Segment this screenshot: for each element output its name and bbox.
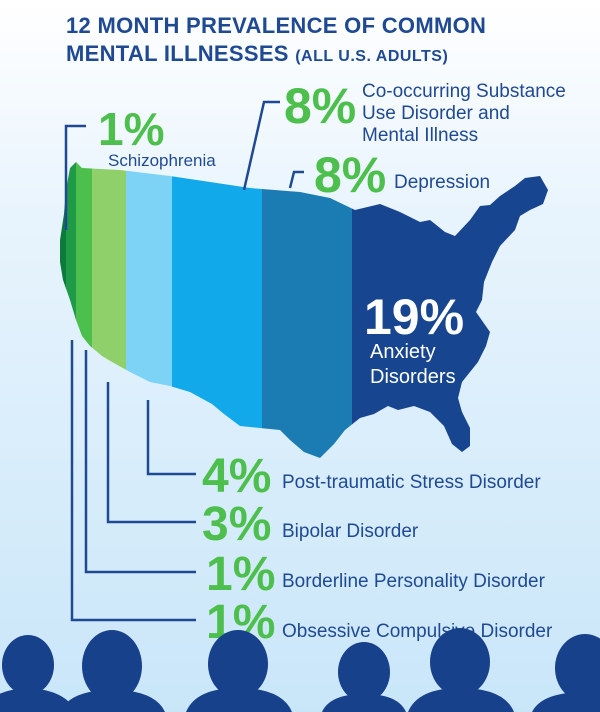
leader-ocd	[70, 340, 196, 622]
anxiety-label-line-2: Disorders	[370, 366, 456, 388]
anxiety-label-line-1: Anxiety	[370, 341, 436, 363]
bipolar-label: Bipolar Disorder	[282, 521, 419, 542]
band-bipolar	[76, 162, 92, 458]
ptsd-percent: 4%	[202, 450, 271, 503]
title-line-2: MENTAL ILLNESSES	[66, 41, 289, 66]
leader-ptsd	[146, 400, 196, 476]
leader-lines	[64, 100, 304, 622]
title-subtitle: (ALL U.S. ADULTS)	[295, 48, 449, 65]
depression-percent: 8%	[314, 147, 386, 203]
leader-co-occurring	[242, 100, 280, 191]
ptsd-label: Post-traumatic Stress Disorder	[282, 472, 541, 493]
borderline-percent: 1%	[206, 548, 275, 601]
co-occurring-percent: 8%	[284, 78, 356, 134]
co-occurring-label-line-3: Mental Illness	[362, 125, 478, 146]
borderline-label: Borderline Personality Disorder	[282, 571, 546, 592]
us-map-bands	[60, 162, 548, 458]
anxiety-percent: 19%	[364, 289, 464, 345]
bipolar-percent: 3%	[202, 498, 271, 551]
co-occurring-label-line-1: Co-occurring Substance	[362, 81, 566, 102]
leader-depression	[288, 170, 304, 189]
leader-schizophrenia	[64, 124, 86, 230]
leader-bipolar	[106, 382, 196, 524]
leader-borderline	[84, 350, 196, 574]
ocd-label: Obsessive Compulsive Disorder	[282, 621, 553, 642]
title-line-1: 12 MONTH PREVALENCE OF COMMON	[66, 13, 487, 38]
depression-label: Depression	[394, 172, 490, 193]
band-co-occurring	[172, 162, 262, 458]
audience-silhouettes	[0, 628, 600, 712]
schizophrenia-label: Schizophrenia	[108, 151, 216, 170]
schizophrenia-percent: 1%	[98, 103, 164, 155]
co-occurring-label-line-2: Use Disorder and	[362, 103, 510, 124]
band-depression	[262, 162, 352, 458]
band-obsessive-compulsive	[60, 162, 66, 458]
chart-title: 12 MONTH PREVALENCE OF COMMON MENTAL ILL…	[66, 12, 486, 71]
